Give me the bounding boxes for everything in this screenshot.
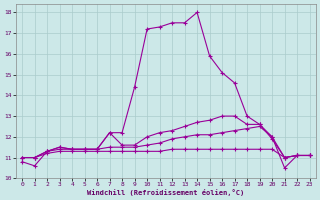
X-axis label: Windchill (Refroidissement éolien,°C): Windchill (Refroidissement éolien,°C) [87,189,244,196]
